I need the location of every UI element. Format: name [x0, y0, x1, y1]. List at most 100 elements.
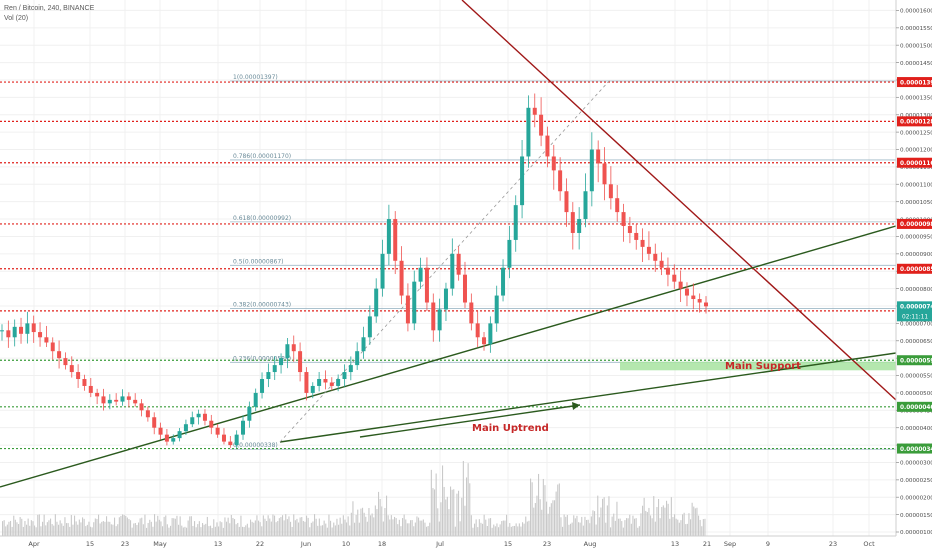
time-tick-label: 9	[766, 540, 770, 548]
volume-bar	[472, 527, 474, 536]
volume-bar	[611, 516, 613, 536]
volume-bar	[595, 524, 597, 536]
volume-bar	[682, 514, 684, 536]
volume-bar	[240, 515, 242, 536]
volume-bar	[574, 518, 576, 536]
volume-bar	[555, 491, 557, 536]
volume-bar	[653, 496, 655, 536]
volume-bar	[2, 521, 4, 536]
arrow-head	[572, 402, 580, 410]
volume-bar	[370, 515, 372, 536]
volume-bar	[680, 520, 682, 536]
fib-level-label: 0.236(0.00000588)	[233, 355, 291, 362]
volume-bar	[414, 522, 416, 536]
volume-bar	[686, 523, 688, 536]
volume-bar	[290, 521, 292, 536]
candle-body	[583, 191, 588, 220]
volume-bar	[46, 522, 48, 536]
horizontal-levels	[0, 81, 896, 450]
volume-bar	[112, 524, 114, 536]
candle-body	[95, 392, 100, 397]
volume-bar	[566, 514, 568, 536]
candle-body	[101, 396, 106, 404]
volume-bar	[218, 526, 220, 536]
volume-bar	[512, 525, 514, 536]
volume-bar	[203, 524, 205, 536]
volume-bar	[394, 516, 396, 536]
volume-bar	[285, 514, 287, 536]
volume-bar	[246, 523, 248, 536]
volume-label: Vol (20)	[4, 15, 29, 22]
volume-bar	[291, 526, 293, 536]
volume-bar	[654, 521, 656, 536]
volume-bar	[131, 527, 133, 536]
volume-bar	[645, 510, 647, 536]
volume-bar	[38, 514, 40, 536]
volume-bar	[598, 517, 600, 536]
volume-bar	[382, 521, 384, 536]
volume-bar	[334, 525, 336, 536]
volume-bar	[269, 518, 271, 536]
time-tick-label: 23	[543, 540, 551, 548]
volume-bar	[264, 518, 266, 536]
candle-body	[539, 114, 544, 136]
candle-body	[678, 281, 683, 289]
volume-bar	[6, 524, 8, 536]
candle-body	[469, 302, 474, 324]
volume-bar	[216, 522, 218, 536]
volume-bar	[390, 515, 392, 536]
time-tick-label: 22	[256, 540, 264, 548]
volume-bar	[507, 526, 509, 536]
candle-body	[462, 274, 467, 303]
volume-bar	[392, 519, 394, 536]
price-tick-label: 0.00000300	[900, 461, 932, 467]
volume-bar	[222, 527, 224, 536]
volume-bar	[550, 503, 552, 536]
volume-bar	[333, 522, 335, 536]
volume-bar	[242, 526, 244, 536]
price-tick-label: 0.00000550	[900, 374, 932, 380]
volume-bar	[126, 517, 128, 536]
volume-bar	[379, 498, 381, 536]
price-tick-label: 0.00000800	[900, 287, 932, 293]
volume-bar	[499, 524, 501, 536]
volume-bar	[59, 520, 61, 536]
volume-bar	[506, 514, 508, 536]
volume-bar	[411, 520, 413, 536]
volume-bar	[664, 507, 666, 536]
volume-bar	[438, 521, 440, 536]
volume-bar	[432, 488, 434, 536]
volume-bar	[250, 519, 252, 536]
volume-bar	[646, 512, 648, 536]
volume-bar	[330, 520, 332, 536]
candle-body	[665, 267, 670, 275]
volume-bar	[704, 518, 706, 536]
volume-bar	[582, 525, 584, 536]
volume-bar	[24, 521, 26, 536]
volume-bar	[338, 524, 340, 536]
volume-bar	[184, 526, 186, 536]
volume-bar	[163, 516, 165, 536]
volume-bar	[456, 493, 458, 536]
volume-bar	[674, 514, 676, 536]
volume-bar	[182, 527, 184, 536]
fib-level-label: 0(0.00000338)	[233, 442, 278, 449]
volume-bar	[346, 522, 348, 536]
candle-body	[183, 424, 188, 432]
candle-body	[691, 295, 696, 300]
volume-bar	[699, 519, 701, 536]
volume-bar	[584, 516, 586, 536]
volume-bar	[62, 525, 64, 536]
volume-bar	[650, 515, 652, 536]
volume-bar	[224, 517, 226, 536]
volume-bar	[597, 495, 599, 536]
volume-bar	[214, 526, 216, 536]
volume-bar	[510, 526, 512, 536]
candle-body	[323, 379, 328, 383]
volume-bar	[243, 527, 245, 536]
fib-level-label: 1(0.00001397)	[233, 74, 278, 81]
volume-bar	[490, 518, 492, 536]
volume-bar	[211, 527, 213, 536]
level-price-tag	[897, 77, 932, 88]
